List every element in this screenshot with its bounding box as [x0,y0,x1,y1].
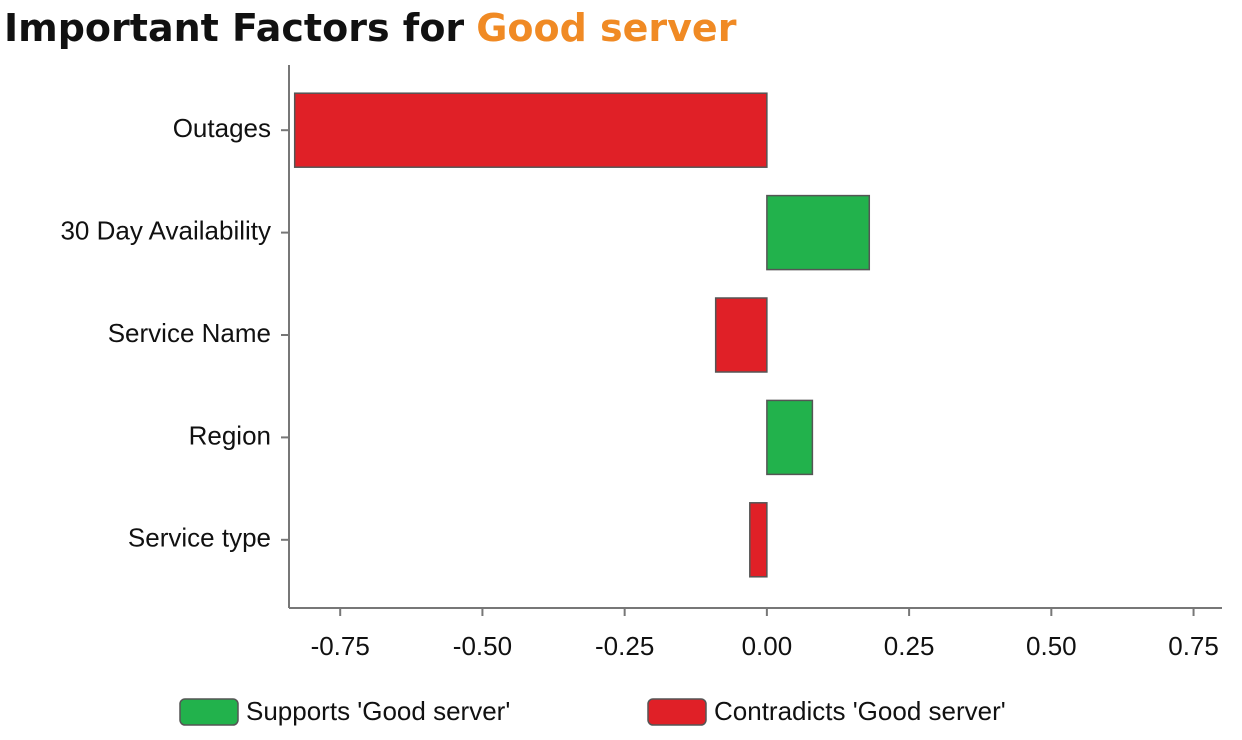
x-tick-label: 0.25 [884,631,935,661]
bar [766,399,814,476]
x-tick-label: -0.25 [595,631,654,661]
x-tick-label: 0.00 [742,631,793,661]
legend-swatch [179,698,239,726]
x-tick-label: -0.50 [453,631,512,661]
y-tick-label: 30 Day Availability [60,215,271,245]
x-tick-label: 0.75 [1168,631,1219,661]
title-highlight: Good server [476,6,737,50]
legend-label: Supports 'Good server' [246,696,510,726]
y-tick-label: Region [189,420,271,450]
legend-swatch [647,698,707,726]
x-tick-label: -0.75 [311,631,370,661]
bar [293,92,768,168]
legend-label: Contradicts 'Good server' [714,696,1006,726]
bar [714,297,768,373]
title-text: Important Factors for [4,6,464,50]
y-tick-label: Service type [128,523,271,553]
bar [749,502,768,578]
chart-title: Important Factors for Good server [4,6,737,50]
y-tick-label: Outages [173,113,271,143]
bar [766,194,871,271]
y-tick-label: Service Name [108,318,271,348]
x-tick-label: 0.50 [1026,631,1077,661]
